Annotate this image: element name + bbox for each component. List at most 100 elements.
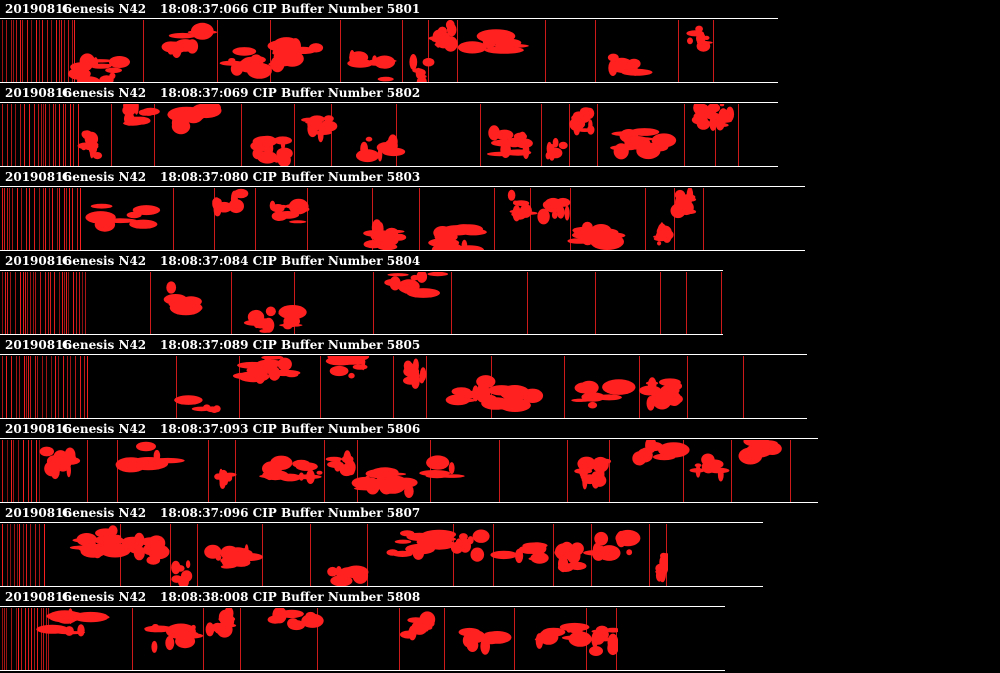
bottom-rule <box>0 586 763 587</box>
streak-line <box>80 356 81 418</box>
streak-line <box>37 356 38 418</box>
frame-divider <box>480 104 481 166</box>
particle-blob <box>384 272 449 298</box>
streak-line <box>26 188 27 250</box>
buffer-probe: Genesis N42 <box>62 338 147 352</box>
bottom-rule <box>0 334 723 335</box>
streak-line <box>10 524 11 586</box>
bottom-rule <box>0 82 778 83</box>
streak-line <box>7 524 8 586</box>
frame-divider <box>649 524 650 586</box>
frame-divider <box>703 188 704 250</box>
frame-divider <box>428 20 429 82</box>
frame-divider <box>143 20 144 82</box>
particle-blob <box>171 560 193 586</box>
particle-blob <box>686 25 713 52</box>
particle-blob <box>204 544 264 569</box>
buffer-time: 18:08:37:089 <box>160 338 249 352</box>
streak-line <box>73 104 74 166</box>
buffer-probe: Genesis N42 <box>62 506 147 520</box>
buffer-number: 5808 <box>386 590 421 604</box>
streak-line <box>70 356 71 418</box>
frame-divider <box>553 524 554 586</box>
streak-line <box>87 356 88 418</box>
streak-line <box>28 440 29 502</box>
streak-line <box>11 20 12 82</box>
frame-divider <box>197 524 198 586</box>
particle-blob <box>144 623 204 653</box>
frame-divider <box>214 188 215 250</box>
particle-image-strip <box>0 356 745 418</box>
streak-line <box>30 356 31 418</box>
particle-image-strip <box>0 20 715 82</box>
frame-divider <box>419 188 420 250</box>
buffer-probe: Genesis N42 <box>62 254 147 268</box>
streak-line <box>64 20 65 82</box>
streak-line <box>35 272 36 334</box>
frame-divider <box>713 20 714 82</box>
streak-line <box>4 608 5 670</box>
streak-line <box>20 104 21 166</box>
particle-blob <box>259 455 323 484</box>
header-rule <box>0 354 807 355</box>
buffer-label: CIP Buffer Number <box>252 86 383 100</box>
streak-line <box>28 356 29 418</box>
particle-blob <box>363 219 407 250</box>
streak-line <box>52 188 53 250</box>
particle-blob <box>243 305 307 333</box>
streak-line <box>2 20 3 82</box>
particle-blob <box>161 22 218 58</box>
particle-blob <box>301 115 338 143</box>
particle-blob <box>232 356 301 384</box>
buffer-time: 18:08:37:069 <box>160 86 249 100</box>
streak-line <box>7 104 8 166</box>
streak-line <box>41 104 42 166</box>
frame-divider <box>310 524 311 586</box>
frame-divider <box>111 104 112 166</box>
streak-line <box>67 356 68 418</box>
buffer-time: 18:08:38:008 <box>160 590 249 604</box>
streak-line <box>44 524 45 586</box>
streak-line <box>6 356 7 418</box>
buffer-date: 20190816 <box>5 86 72 100</box>
frame-divider <box>331 104 332 166</box>
particle-blob <box>428 224 487 250</box>
particle-image-canvas <box>2 356 744 418</box>
buffer-timestamp-line: 18:08:38:008 CIP Buffer Number 5808 <box>160 588 420 606</box>
streak-line <box>16 356 17 418</box>
streak-line <box>36 20 37 82</box>
particle-blob <box>534 622 592 649</box>
streak-line <box>68 20 69 82</box>
streak-line <box>57 188 58 250</box>
particle-blob <box>39 446 81 480</box>
streak-line <box>2 104 3 166</box>
streak-line <box>25 272 26 334</box>
streak-line <box>7 440 8 502</box>
buffer-timestamp-line: 18:08:37:066 CIP Buffer Number 5801 <box>160 0 420 18</box>
particle-blob <box>574 456 612 490</box>
frame-divider <box>639 356 640 418</box>
particle-blob <box>554 541 587 573</box>
buffer-time: 18:08:37:066 <box>160 2 249 16</box>
frame-divider <box>570 188 571 250</box>
frame-divider <box>176 356 177 418</box>
particle-blob <box>163 281 203 316</box>
header-rule <box>0 606 725 607</box>
frame-divider <box>320 356 321 418</box>
particle-blob <box>205 608 237 638</box>
frame-divider <box>396 104 397 166</box>
frame-divider <box>154 104 155 166</box>
buffer-panel: 20190816 Genesis N42 18:08:37:096 CIP Bu… <box>0 504 763 588</box>
buffer-timestamp-line: 18:08:37:093 CIP Buffer Number 5806 <box>160 420 420 438</box>
frame-divider <box>317 608 318 670</box>
streak-line <box>49 188 50 250</box>
frame-divider <box>494 188 495 250</box>
frame-divider <box>451 272 452 334</box>
streak-line <box>2 524 3 586</box>
streak-line <box>29 188 30 250</box>
streak-line <box>48 608 49 670</box>
particle-blob <box>487 125 533 159</box>
streak-line <box>59 20 60 82</box>
particle-blob <box>569 107 595 136</box>
streak-line <box>64 272 65 334</box>
